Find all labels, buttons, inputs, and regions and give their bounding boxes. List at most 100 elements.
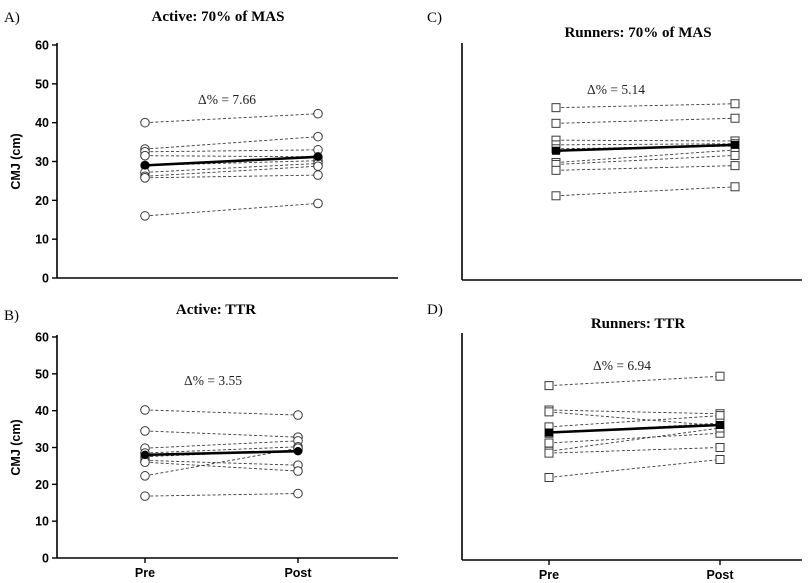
y-axis-label: CMJ (cm) bbox=[9, 133, 23, 189]
y-tick-label: 10 bbox=[35, 515, 49, 529]
data-point bbox=[730, 161, 740, 171]
mean-point bbox=[545, 428, 553, 437]
panel-label: D) bbox=[427, 302, 443, 318]
delta-percent-annotation: Δ% = 5.14 bbox=[587, 82, 645, 97]
x-tick-label-pre: Pre bbox=[135, 566, 155, 580]
series-connector bbox=[555, 149, 736, 163]
mean-connector bbox=[555, 143, 736, 153]
data-point bbox=[140, 150, 150, 161]
series-connector bbox=[144, 440, 299, 449]
mean-line bbox=[140, 446, 303, 460]
series-line bbox=[544, 443, 725, 458]
y-tick-label: 10 bbox=[35, 233, 49, 247]
data-point bbox=[140, 491, 150, 501]
y-tick-label: 50 bbox=[35, 77, 49, 91]
series-line bbox=[140, 198, 323, 221]
series-line bbox=[140, 150, 323, 162]
x-tick-label-post: Post bbox=[706, 568, 734, 582]
mean-point bbox=[140, 161, 150, 170]
data-point bbox=[140, 211, 150, 221]
series-line bbox=[140, 443, 303, 481]
series-line bbox=[140, 405, 303, 420]
series-line bbox=[140, 170, 323, 183]
series-connector bbox=[144, 430, 299, 438]
mean-connector bbox=[144, 449, 299, 457]
data-point bbox=[551, 103, 561, 113]
series-connector bbox=[555, 143, 736, 146]
data-point bbox=[551, 191, 561, 201]
series-connector bbox=[555, 186, 736, 197]
y-tick-label: 0 bbox=[42, 272, 49, 286]
series-connector bbox=[144, 174, 319, 179]
data-point bbox=[293, 488, 303, 499]
data-point bbox=[544, 448, 554, 458]
data-point bbox=[293, 466, 303, 476]
chart-title: Runners: TTR bbox=[591, 316, 685, 332]
data-point bbox=[313, 131, 323, 142]
x-tick-label-pre: Pre bbox=[539, 568, 559, 582]
data-point bbox=[293, 410, 303, 420]
series-connector bbox=[144, 165, 319, 177]
series-line bbox=[140, 108, 323, 128]
data-point bbox=[140, 405, 150, 415]
data-point bbox=[715, 371, 725, 381]
series-line bbox=[551, 182, 740, 201]
mean-point bbox=[293, 446, 303, 456]
series-connector bbox=[555, 155, 736, 165]
data-point bbox=[313, 170, 323, 180]
series-connector bbox=[144, 162, 319, 173]
series-line bbox=[140, 131, 323, 154]
series-connector bbox=[555, 103, 736, 109]
y-tick-label: 40 bbox=[35, 116, 49, 130]
series-line bbox=[140, 455, 303, 470]
y-tick-label: 30 bbox=[35, 155, 49, 169]
series-connector bbox=[144, 446, 299, 454]
series-connector bbox=[548, 411, 721, 427]
series-connector bbox=[548, 409, 721, 415]
data-point bbox=[544, 381, 554, 391]
mean-line bbox=[545, 421, 724, 437]
data-point bbox=[140, 117, 150, 128]
series-connector bbox=[548, 427, 721, 452]
series-line bbox=[544, 405, 725, 419]
data-point bbox=[730, 182, 740, 192]
data-point bbox=[140, 457, 150, 468]
data-point bbox=[730, 99, 740, 109]
series-connector bbox=[548, 432, 721, 444]
data-point bbox=[544, 438, 554, 448]
data-point bbox=[140, 471, 150, 481]
delta-percent-annotation: Δ% = 6.94 bbox=[593, 358, 651, 373]
series-line bbox=[551, 161, 740, 175]
series-line bbox=[551, 150, 740, 169]
series-connector bbox=[144, 493, 299, 497]
chart-title: Active: 70% of MAS bbox=[152, 9, 285, 25]
series-connector bbox=[144, 149, 319, 153]
series-connector bbox=[144, 136, 319, 150]
y-tick-label: 0 bbox=[42, 552, 49, 566]
series-line bbox=[551, 113, 740, 128]
series-connector bbox=[548, 459, 721, 478]
series-line bbox=[544, 371, 725, 391]
data-point bbox=[544, 407, 554, 417]
series-connector bbox=[144, 461, 299, 472]
data-point bbox=[730, 150, 740, 160]
series-line bbox=[551, 135, 740, 146]
series-connector bbox=[548, 415, 721, 428]
y-axis-label: CMJ (cm) bbox=[9, 419, 23, 475]
series-connector bbox=[555, 117, 736, 124]
mean-point bbox=[140, 450, 150, 460]
series-line bbox=[140, 457, 303, 476]
delta-percent-annotation: Δ% = 3.55 bbox=[184, 373, 242, 388]
mean-connector bbox=[144, 155, 319, 167]
series-line bbox=[140, 488, 303, 501]
series-line bbox=[551, 99, 740, 113]
mean-point bbox=[552, 146, 560, 155]
series-connector bbox=[548, 447, 721, 454]
series-connector bbox=[555, 139, 736, 142]
chart-title: Runners: 70% of MAS bbox=[564, 25, 711, 41]
series-connector bbox=[144, 155, 319, 158]
y-tick-label: 30 bbox=[35, 441, 49, 455]
series-connector bbox=[144, 113, 319, 124]
data-point bbox=[313, 161, 323, 171]
